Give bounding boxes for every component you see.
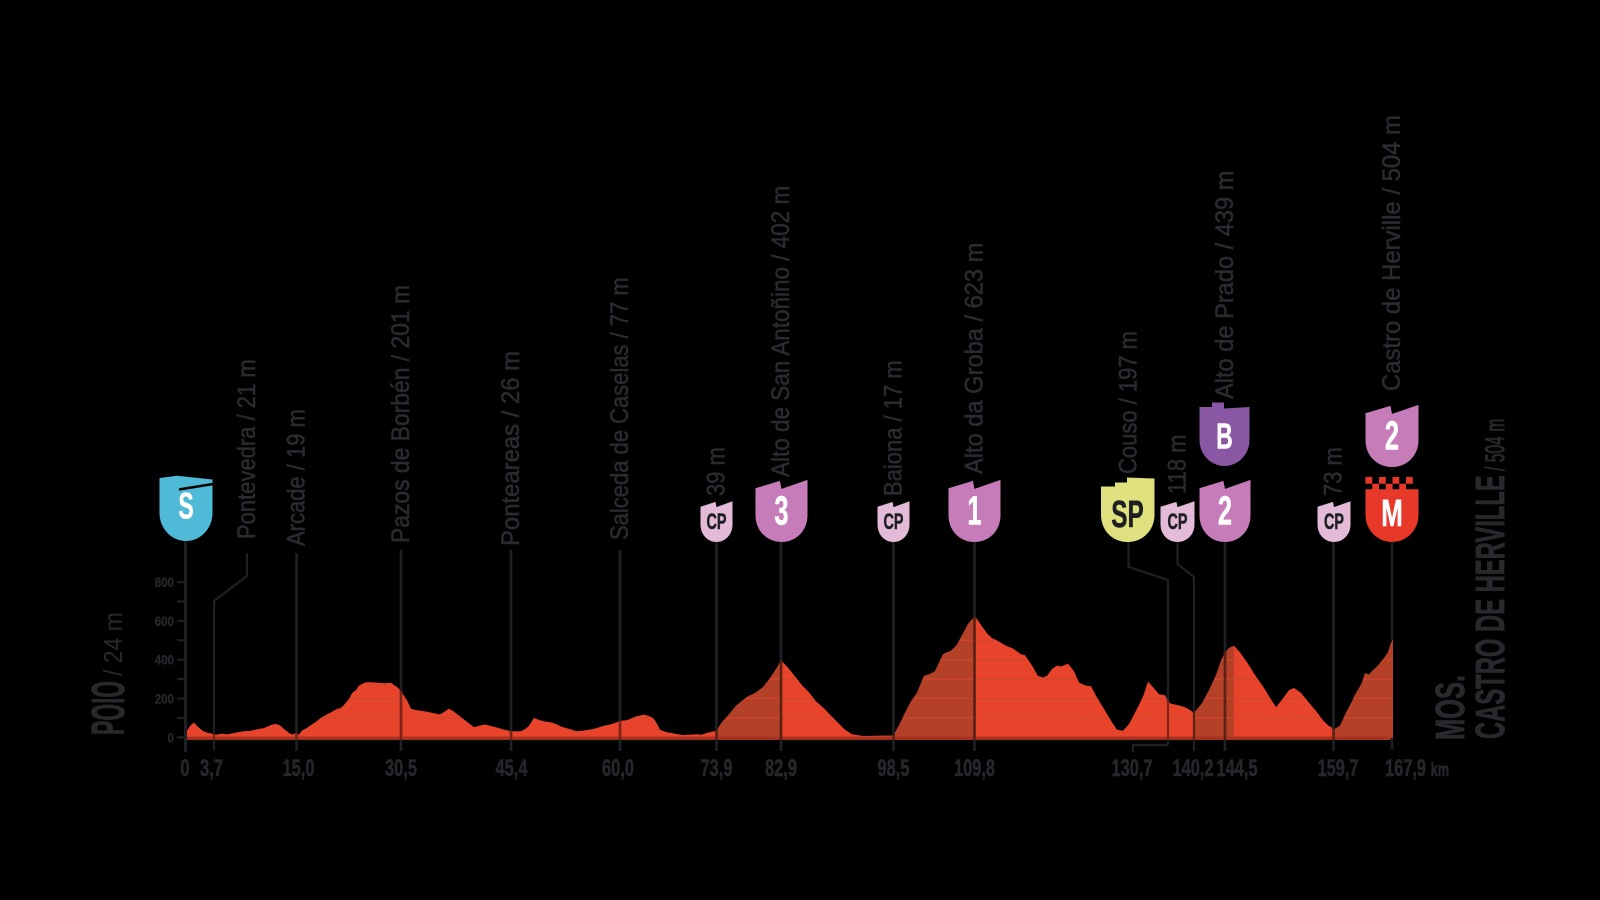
- svg-text:Pazos de Borbén / 201 m: Pazos de Borbén / 201 m: [387, 285, 415, 543]
- svg-text:B: B: [1216, 417, 1233, 456]
- svg-text:Castro de Herville / 504 m: Castro de Herville / 504 m: [1379, 115, 1407, 391]
- svg-text:3: 3: [774, 488, 788, 534]
- svg-text:CP: CP: [1168, 510, 1188, 535]
- svg-text:159,7: 159,7: [1317, 755, 1358, 782]
- svg-text:0: 0: [180, 755, 189, 782]
- svg-text:Baiona / 17 m: Baiona / 17 m: [879, 360, 907, 496]
- svg-text:73 m: 73 m: [1319, 447, 1347, 496]
- svg-text:CP: CP: [1324, 510, 1344, 535]
- svg-text:109,8: 109,8: [954, 755, 995, 782]
- svg-text:Alto de San Antoñino / 402 m: Alto de San Antoñino / 402 m: [767, 186, 795, 477]
- svg-text:Alto da Groba / 623 m: Alto da Groba / 623 m: [961, 243, 989, 474]
- svg-text:130,7: 130,7: [1111, 755, 1152, 782]
- svg-text:0: 0: [168, 729, 174, 745]
- svg-text:Arcade / 19 m: Arcade / 19 m: [282, 409, 310, 546]
- svg-text:1: 1: [967, 488, 981, 534]
- svg-text:600: 600: [155, 613, 174, 629]
- svg-text:167,9 km: 167,9 km: [1385, 755, 1449, 782]
- svg-text:60,0: 60,0: [602, 755, 634, 782]
- svg-text:/ 24 m: / 24 m: [100, 612, 129, 676]
- svg-text:30,5: 30,5: [385, 755, 417, 782]
- svg-text:800: 800: [155, 574, 174, 590]
- svg-text:Couso / 197 m: Couso / 197 m: [1114, 331, 1142, 474]
- svg-text:73,9: 73,9: [701, 755, 733, 782]
- svg-text:CP: CP: [884, 510, 904, 535]
- svg-text:Alto de Prado / 439 m: Alto de Prado / 439 m: [1211, 171, 1239, 399]
- svg-text:Pontevedra / 21 m: Pontevedra / 21 m: [233, 359, 261, 539]
- svg-text:MOS.: MOS.: [1428, 675, 1474, 740]
- svg-text:45,4: 45,4: [496, 755, 528, 782]
- svg-text:Ponteareas / 26 m: Ponteareas / 26 m: [498, 351, 526, 546]
- svg-text:CP: CP: [707, 510, 727, 535]
- svg-text:2: 2: [1385, 413, 1399, 459]
- svg-text:200: 200: [155, 690, 174, 706]
- svg-text:144,5: 144,5: [1216, 755, 1257, 782]
- svg-text:98,5: 98,5: [878, 755, 910, 782]
- svg-text:M: M: [1381, 492, 1403, 534]
- svg-text:400: 400: [155, 652, 174, 668]
- svg-text:140,2: 140,2: [1172, 755, 1213, 782]
- svg-text:118 m: 118 m: [1163, 435, 1191, 494]
- svg-text:2: 2: [1218, 488, 1232, 534]
- svg-text:POIO: POIO: [82, 681, 134, 735]
- svg-text:Salceda de Caselas / 77 m: Salceda de Caselas / 77 m: [606, 277, 634, 540]
- svg-text:3,7: 3,7: [200, 755, 223, 782]
- svg-text:SP: SP: [1111, 492, 1143, 535]
- svg-text:CASTRO DE HERVILLE / 504 m: CASTRO DE HERVILLE / 504 m: [1469, 419, 1514, 739]
- svg-text:39 m: 39 m: [702, 447, 730, 496]
- svg-text:S: S: [178, 485, 193, 527]
- svg-text:15,0: 15,0: [283, 755, 315, 782]
- svg-text:82,9: 82,9: [765, 755, 797, 782]
